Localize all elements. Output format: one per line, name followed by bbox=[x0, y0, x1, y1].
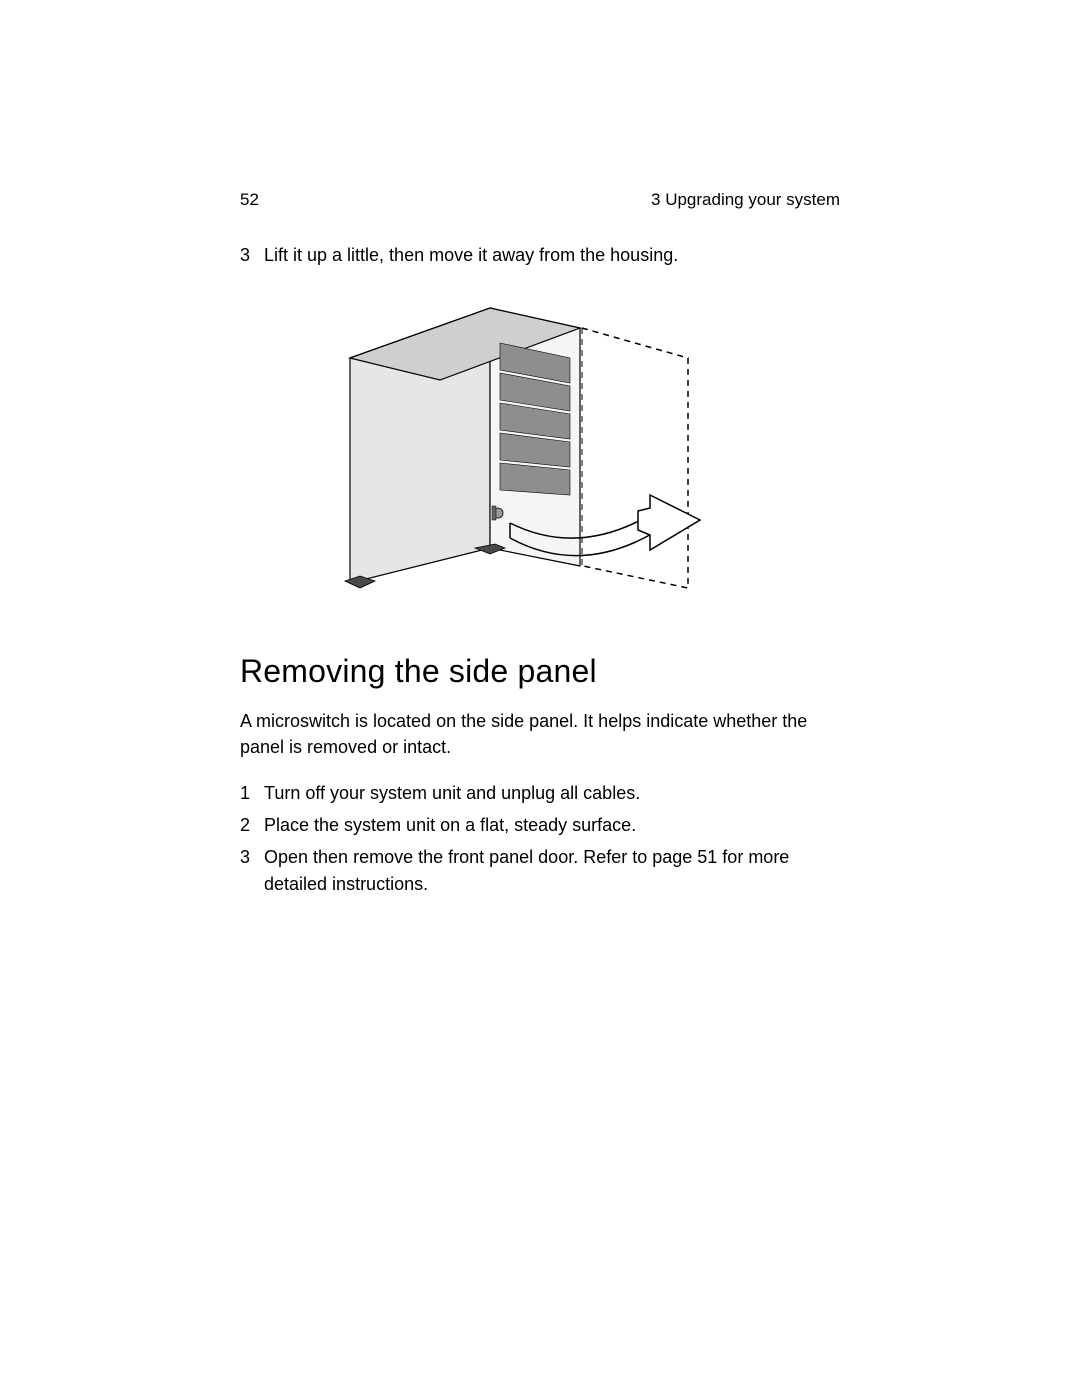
step-number: 1 bbox=[240, 780, 264, 806]
step-item: 1 Turn off your system unit and unplug a… bbox=[240, 780, 840, 806]
step-text: Turn off your system unit and unplug all… bbox=[264, 780, 840, 806]
chapter-reference: 3 Upgrading your system bbox=[651, 190, 840, 210]
step-text: Lift it up a little, then move it away f… bbox=[264, 242, 840, 268]
step-item: 3 Open then remove the front panel door.… bbox=[240, 844, 840, 896]
section-intro: A microswitch is located on the side pan… bbox=[240, 708, 840, 760]
step-number: 3 bbox=[240, 844, 264, 896]
continuation-step: 3 Lift it up a little, then move it away… bbox=[240, 242, 840, 268]
page-number: 52 bbox=[240, 190, 259, 210]
step-text: Place the system unit on a flat, steady … bbox=[264, 812, 840, 838]
step-number: 2 bbox=[240, 812, 264, 838]
step-text: Open then remove the front panel door. R… bbox=[264, 844, 840, 896]
manual-page: 52 3 Upgrading your system 3 Lift it up … bbox=[240, 190, 840, 903]
section-heading: Removing the side panel bbox=[240, 653, 840, 690]
page-header: 52 3 Upgrading your system bbox=[240, 190, 840, 210]
panel-removal-illustration bbox=[300, 288, 840, 613]
step-number: 3 bbox=[240, 242, 264, 268]
step-item: 2 Place the system unit on a flat, stead… bbox=[240, 812, 840, 838]
